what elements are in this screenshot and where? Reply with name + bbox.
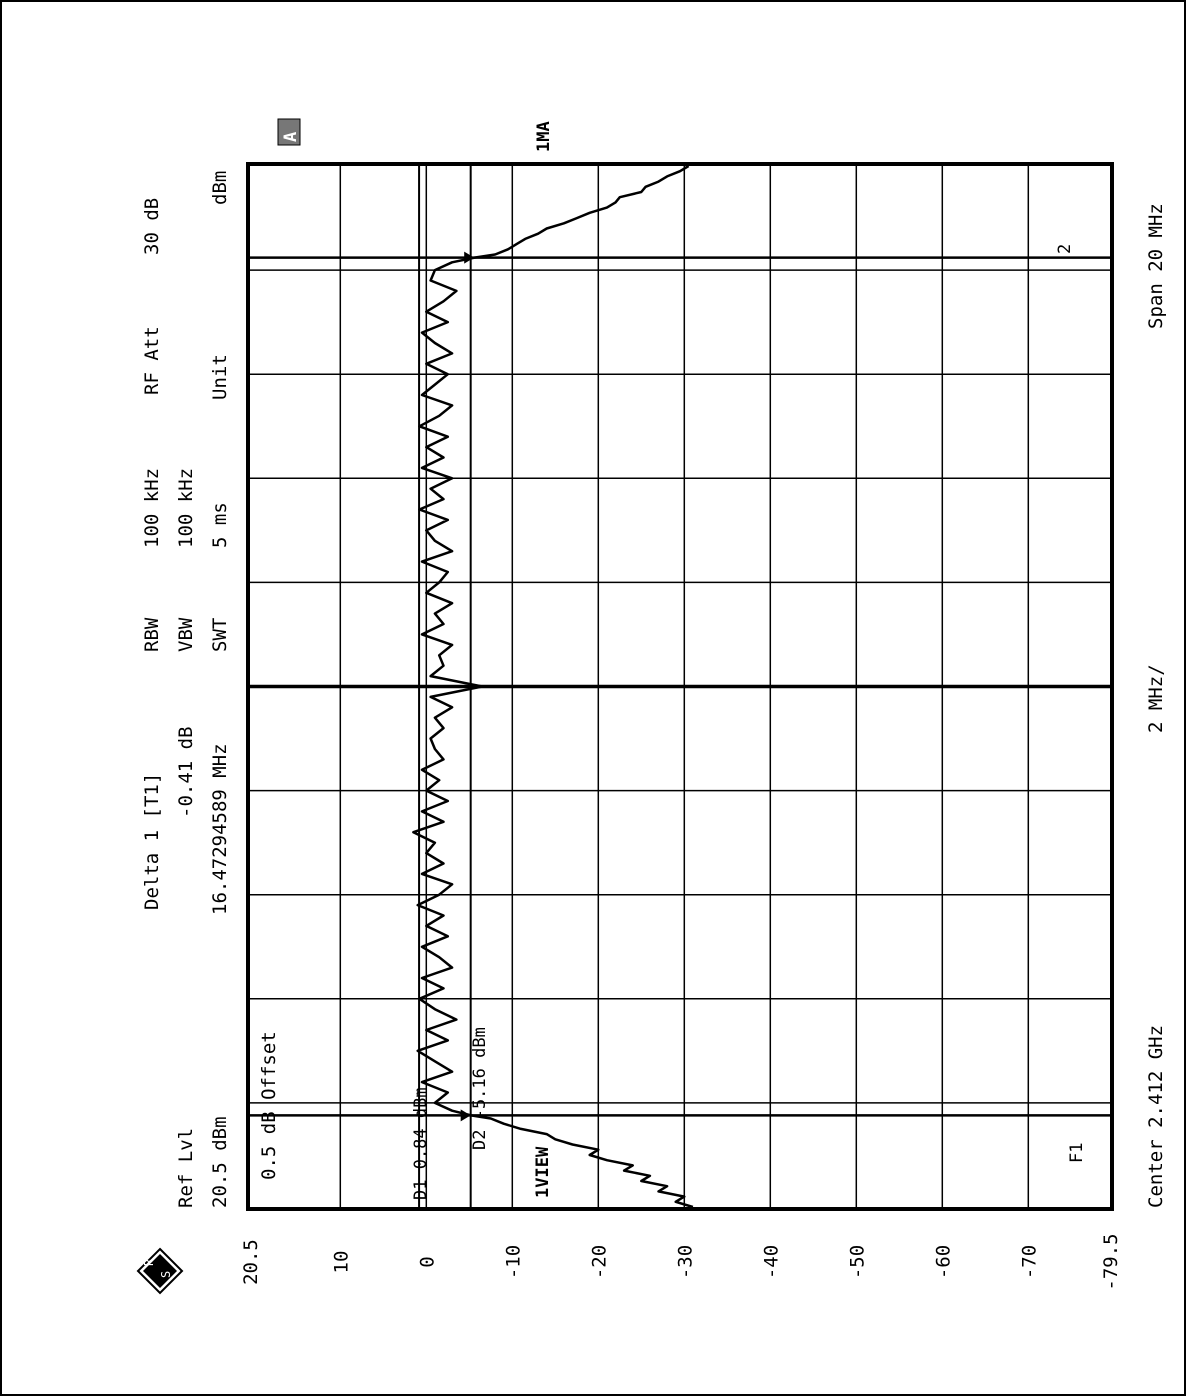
y-tick-label: 0 <box>416 1256 438 1267</box>
y-tick-label: -10 <box>502 1245 524 1279</box>
unit-label: Unit <box>209 354 231 400</box>
y-tick-label: -50 <box>846 1245 868 1279</box>
offset-label: 0.5 dB Offset <box>258 1031 280 1180</box>
y-tick-label: 10 <box>330 1251 352 1274</box>
y-tick-label: -40 <box>760 1245 782 1279</box>
span-frequency: Span 20 MHz <box>1145 203 1167 329</box>
spectrum-trace <box>412 164 694 1209</box>
ref-lvl-value: 20.5 dBm <box>209 1116 231 1208</box>
rohde-schwarz-logo-icon: R S <box>136 1247 184 1295</box>
delta-marker-label: Delta 1 [T1] <box>141 773 163 910</box>
rbw-label: RBW <box>141 617 163 652</box>
swt-label: SWT <box>209 618 231 652</box>
rf-att-value: 30 dB <box>141 198 163 255</box>
ref-lvl-label: Ref Lvl <box>175 1128 197 1208</box>
vbw-value: 100 kHz <box>175 468 197 548</box>
rbw-value: 100 kHz <box>141 468 163 548</box>
y-tick-label: -20 <box>588 1245 610 1279</box>
vbw-label: VBW <box>175 617 197 652</box>
marker-2-label: 2 <box>1055 244 1075 254</box>
d1-label: D1 0.84 dBm <box>411 1087 431 1200</box>
svg-text:R: R <box>142 1258 156 1266</box>
trace-a-badge-box <box>277 118 301 146</box>
marker-2-triangle <box>464 251 475 264</box>
marker-d2-triangle <box>460 1109 471 1122</box>
grid <box>250 166 1110 1207</box>
trace-line <box>412 164 694 1209</box>
f1-label: F1 <box>1067 1143 1087 1163</box>
center-frequency: Center 2.412 GHz <box>1145 1025 1167 1208</box>
rf-att-label: RF Att <box>141 326 163 395</box>
y-tick-label: -60 <box>932 1245 954 1279</box>
y-tick-labels: 20.5 10 0 -10 -20 -30 -40 -50 -60 -70 -79.5 <box>240 1233 1122 1290</box>
trace-mode-badge: 1MA <box>534 121 554 152</box>
y-tick-label: -70 <box>1018 1245 1040 1279</box>
frequency-per-division: 2 MHz/ <box>1145 664 1167 733</box>
swt-value: 5 ms <box>209 502 231 548</box>
delta-marker-value: -0.41 dB <box>175 726 197 818</box>
reference-lines <box>250 166 1110 1207</box>
view-mode-badge: 1VIEW <box>533 1146 553 1198</box>
unit-value: dBm <box>209 171 231 205</box>
svg-text:S: S <box>159 1271 173 1278</box>
y-tick-label: -79.5 <box>1100 1233 1122 1290</box>
d2-label: D2 -5.16 dBm <box>470 1027 490 1150</box>
trace-a-badge: A <box>281 132 301 142</box>
y-tick-label: 20.5 <box>240 1239 262 1285</box>
delta-marker-frequency: 16.47294589 MHz <box>209 743 231 915</box>
y-tick-label: -30 <box>674 1245 696 1279</box>
